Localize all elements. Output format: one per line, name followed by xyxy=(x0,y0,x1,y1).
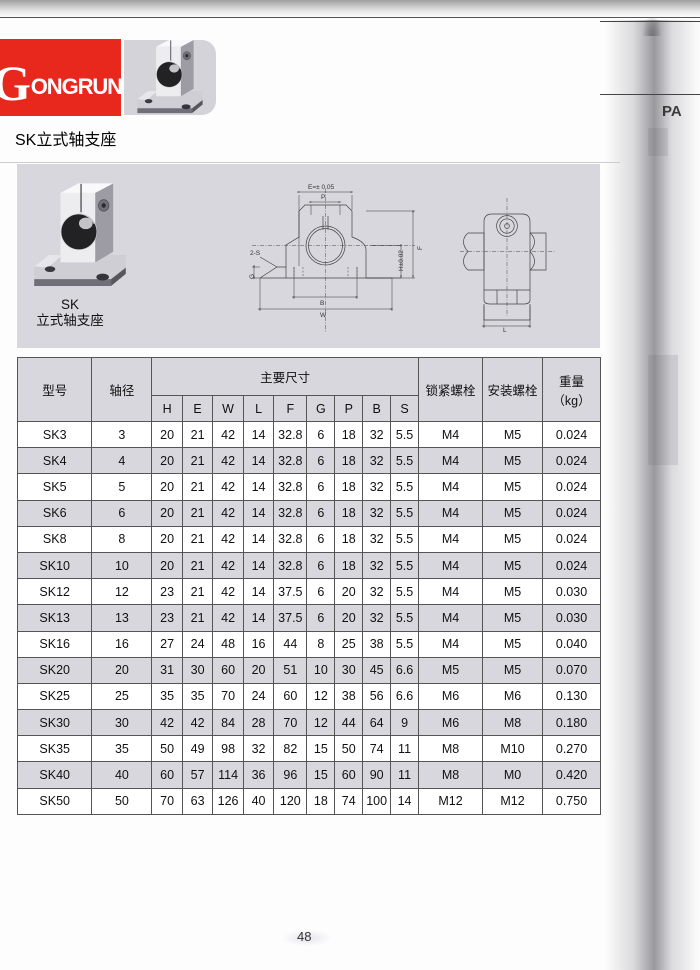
svg-text:P: P xyxy=(321,194,325,201)
svg-text:2-S: 2-S xyxy=(250,250,261,257)
svg-text:W: W xyxy=(320,312,327,319)
svg-text:F: F xyxy=(417,246,424,250)
svg-text:G: G xyxy=(249,274,256,279)
svg-text:H±0.02: H±0.02 xyxy=(398,250,405,271)
svg-text:E=± 0.05: E=± 0.05 xyxy=(308,184,335,191)
svg-text:L: L xyxy=(503,327,507,334)
svg-text:B: B xyxy=(320,300,324,307)
